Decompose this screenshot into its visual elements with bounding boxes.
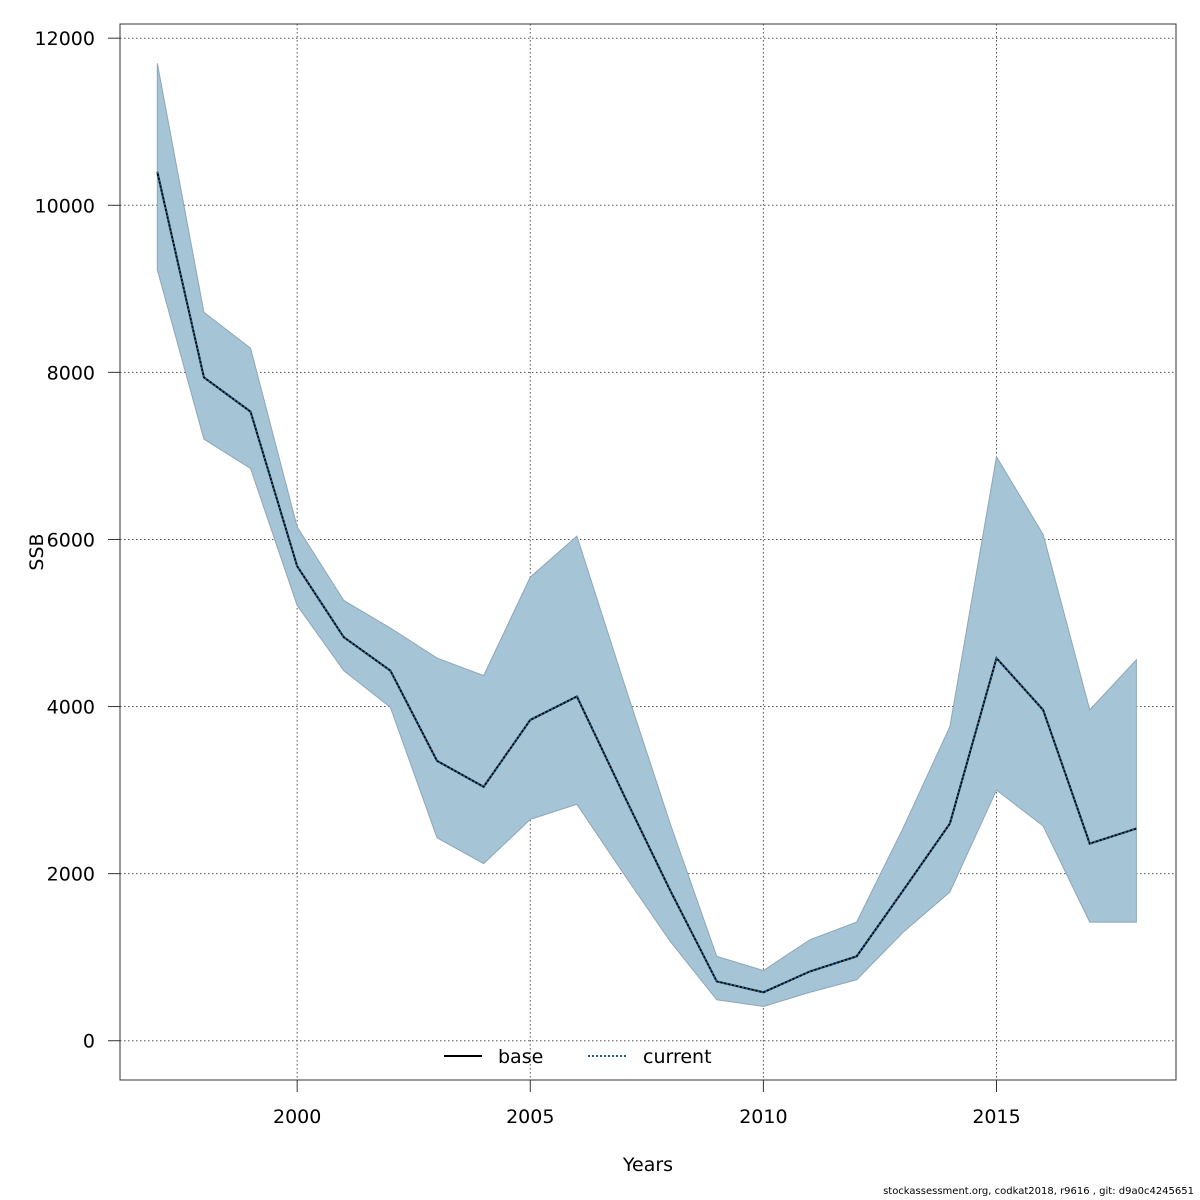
y-tick-label: 0 <box>83 1031 95 1053</box>
confidence-band-area <box>156 63 1137 1007</box>
x-tick-label: 2005 <box>506 1106 554 1128</box>
y-tick-label: 8000 <box>47 362 95 384</box>
x-tick-label: 2000 <box>273 1106 321 1128</box>
y-tick-label: 6000 <box>47 529 95 551</box>
y-tick-label: 12000 <box>35 28 95 50</box>
series-lines <box>156 171 1137 994</box>
confidence-band <box>156 63 1137 1007</box>
series-line-current <box>156 171 1137 994</box>
y-tick-label: 4000 <box>47 697 95 719</box>
y-tick-label: 10000 <box>35 195 95 217</box>
y-axis: 0 2000 4000 6000 8000 10000 12000 <box>35 28 120 1053</box>
x-axis-title: Years <box>622 1154 673 1176</box>
x-tick-label: 2015 <box>972 1106 1020 1128</box>
x-axis: 2000 2005 2010 2015 <box>273 1080 1021 1128</box>
footer-note: stockassessment.org, codkat2018, r9616 ,… <box>883 1186 1194 1197</box>
x-tick-label: 2010 <box>739 1106 787 1128</box>
legend: base current <box>444 1046 712 1068</box>
plot-frame <box>119 23 1177 1081</box>
y-tick-label: 2000 <box>47 864 95 886</box>
y-axis-title: SSB <box>26 533 48 570</box>
legend-label-current: current <box>643 1046 712 1068</box>
legend-label-base: base <box>498 1046 543 1068</box>
